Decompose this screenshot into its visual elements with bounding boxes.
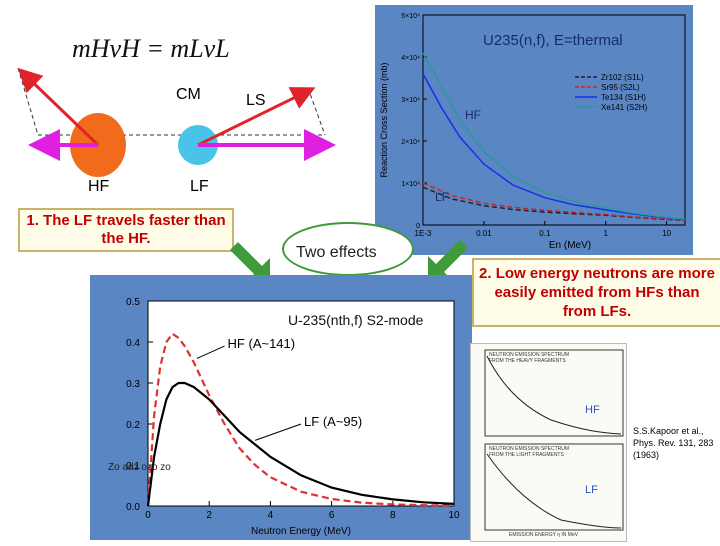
cs-plot-area	[422, 14, 686, 226]
ref-x-axis: EMISSION ENERGY η IN MeV	[509, 532, 579, 538]
equation-text: mHvH = mLvL	[72, 34, 230, 63]
sp-x-tick-label: 6	[329, 510, 335, 521]
cs-x-tick-label: 0.01	[476, 229, 492, 238]
cs-x-label: En (MeV)	[549, 240, 591, 251]
sp-x-tick-label: 4	[268, 510, 274, 521]
sp-hf-leader	[196, 345, 225, 359]
spec-plot-area	[147, 300, 455, 507]
cs-x-tick-label: 10	[662, 229, 671, 238]
reference-scan-plots	[484, 349, 624, 531]
lf-velocity-arrow	[197, 87, 316, 147]
ref-hf-tag: HF	[585, 404, 600, 416]
cs-x-tick-label: 0.1	[539, 229, 551, 238]
ref-lf-tag: LF	[585, 484, 598, 496]
sp-y-tick-label: 0.1	[126, 461, 140, 472]
left-green-arrow	[230, 242, 270, 282]
sp-x-label: Neutron Energy (MeV)	[251, 526, 351, 537]
cs-legend-label: Zr102 (S1L)	[601, 73, 644, 82]
sp-x-tick-label: 8	[390, 510, 396, 521]
sp-series-line	[146, 332, 455, 507]
sp-y-tick-label: 0.0	[126, 502, 140, 513]
cross-section-chart: U235(n,f), E=thermal 1E-3 0.01 0.1 1 10 0 1×10⁴…	[379, 13, 686, 251]
sp-x-tick-label: 2	[206, 510, 212, 521]
ref-bottom-plot	[484, 443, 624, 531]
callout-lf-faster: 1. The LF travels faster than the HF.	[18, 208, 234, 252]
cs-annotation-hf: HF	[465, 108, 481, 122]
right-green-arrow	[428, 240, 468, 280]
cs-x-tick-label: 1E-3	[415, 229, 432, 238]
cs-y-tick-label: 4×10⁴	[401, 55, 420, 62]
cs-y-label: Reaction Cross Section (mb)	[379, 62, 389, 177]
sp-y-tick-label: 0.2	[126, 420, 140, 431]
callout-low-energy-text: 2. Low energy neutrons are more easily e…	[479, 265, 715, 320]
dash-left	[17, 67, 39, 136]
cs-legend-label: Te134 (S1H)	[601, 93, 646, 102]
cs-y-tick-label: 2×10⁴	[401, 139, 420, 146]
sp-y-tick-label: 0.4	[126, 338, 140, 349]
callout-lf-faster-text: 1. The LF travels faster than the HF.	[26, 212, 226, 247]
sp-series-line	[146, 381, 455, 507]
callout-low-energy: 2. Low energy neutrons are more easily e…	[472, 258, 720, 327]
hf-velocity-arrow	[17, 67, 100, 147]
cs-y-tick-label: 5×10⁴	[401, 13, 420, 20]
hf-label: HF	[88, 178, 110, 195]
spectrum-axis-garble: Zo adz ozo zo	[108, 462, 171, 473]
ref-bottom-heading: NEUTRON EMISSION SPECTRUM FROM THE LIGHT…	[489, 446, 570, 458]
sp-x-tick-label: 0	[145, 510, 151, 521]
kinematics-diagram	[17, 67, 336, 177]
reference-scan: NEUTRON EMISSION SPECTRUM FROM THE HEAVY…	[470, 343, 627, 542]
connector-arrows	[230, 240, 468, 282]
lf-label: LF	[190, 178, 209, 195]
ref-top-curve	[486, 355, 622, 435]
cs-title: U235(n,f), E=thermal	[483, 32, 623, 49]
cs-series-line	[422, 52, 686, 220]
ref-bottom-curve	[486, 453, 622, 529]
ref-top-heading: NEUTRON EMISSION SPECTRUM FROM THE HEAVY…	[489, 352, 570, 364]
cs-series-line	[422, 73, 686, 221]
cs-y-tick-label: 1×10⁴	[401, 181, 420, 188]
sp-lf-leader	[254, 423, 302, 441]
citation: S.S.Kapoor et al., Phys. Rev. 131, 283 (…	[633, 426, 714, 460]
cs-x-tick-label: 1	[604, 229, 609, 238]
sp-hf-label: HF (A~141)	[228, 336, 296, 351]
ref-top-plot	[484, 349, 624, 437]
cs-annotation-lf: LF	[435, 190, 449, 204]
spectrum-chart: 0 2 4 6 8 10 0.0 0.1 0.2 0.3 0.4 0.5 Neutron Energy …	[108, 297, 460, 537]
cs-legend-label: Sr95 (S2L)	[601, 83, 640, 92]
cs-series-line	[422, 182, 686, 221]
cs-y-tick-label: 3×10⁴	[401, 97, 420, 104]
two-effects-label: Two effects	[296, 244, 377, 261]
cs-y-tick-label: 0	[416, 223, 420, 230]
cs-legend-label: Xe141 (S2H)	[601, 103, 648, 112]
sp-y-tick-label: 0.5	[126, 297, 140, 308]
sp-title: U-235(nth,f) S2-mode	[288, 312, 424, 328]
cm-label: CM	[176, 86, 201, 103]
sp-y-tick-label: 0.3	[126, 379, 140, 390]
cs-series-line	[422, 186, 686, 222]
sp-lf-label: LF (A~95)	[304, 414, 362, 429]
momentum-equation: mHvH = mLvL	[72, 34, 230, 64]
sp-x-tick-label: 10	[448, 510, 460, 521]
ls-label: LS	[246, 92, 266, 109]
dash-right	[307, 87, 326, 136]
